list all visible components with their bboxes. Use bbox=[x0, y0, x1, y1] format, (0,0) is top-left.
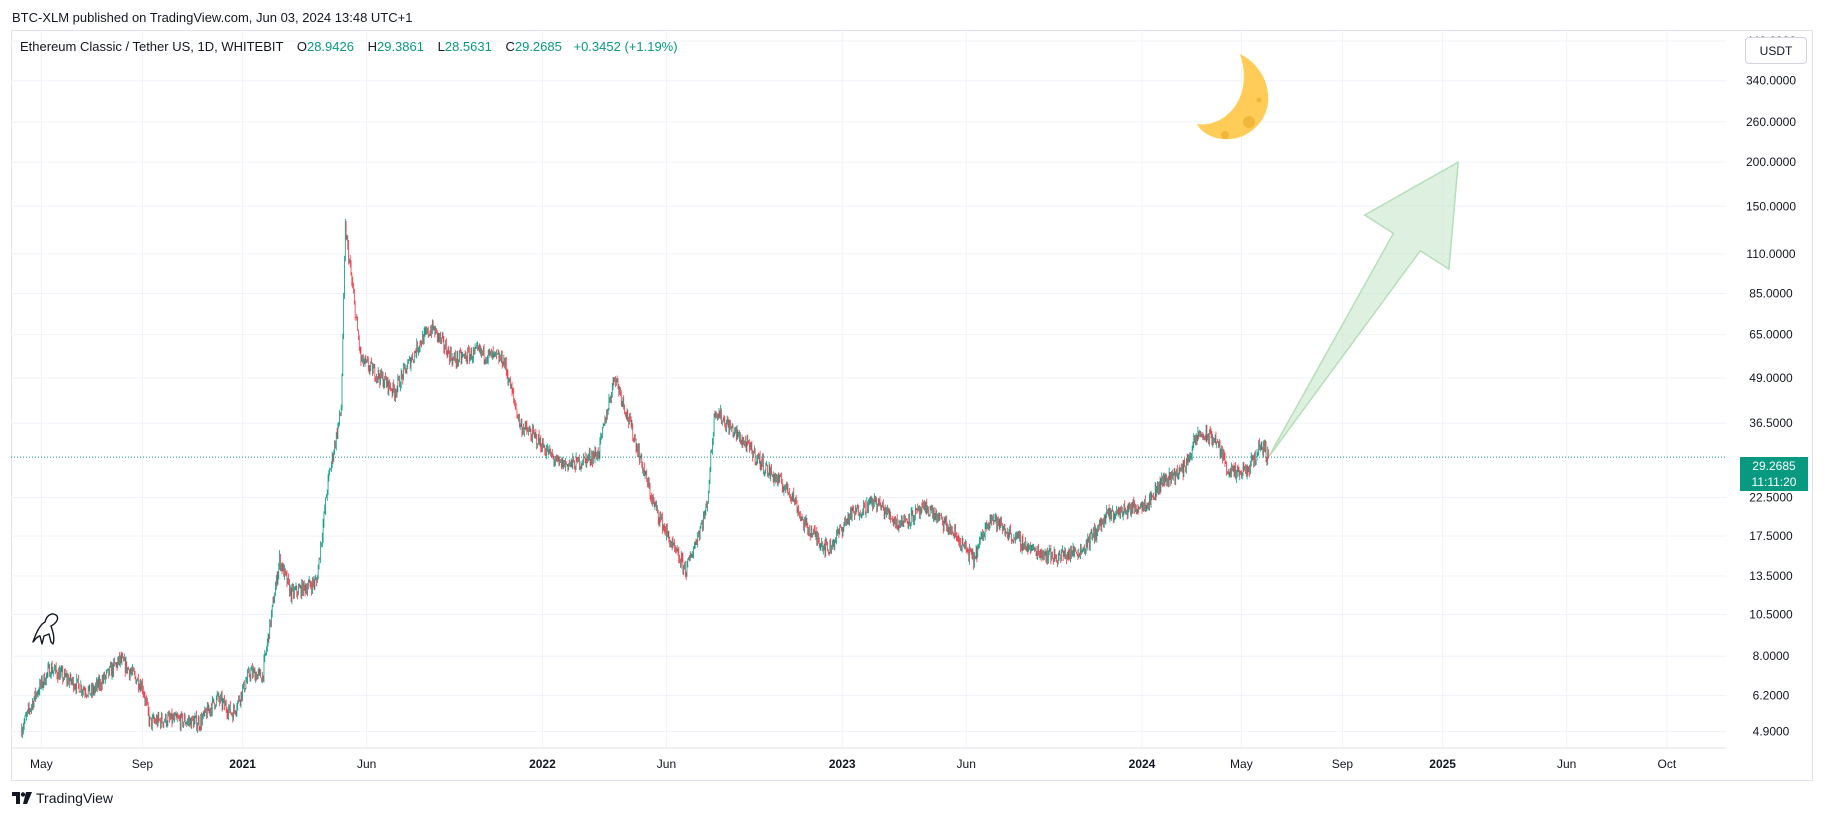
crescent-moon-icon bbox=[1197, 54, 1269, 140]
close-value: 29.2685 bbox=[514, 39, 562, 54]
price-axis: 440.0000340.0000260.0000200.0000150.0000… bbox=[1746, 34, 1796, 738]
price-tick-label: 4.9000 bbox=[1753, 724, 1790, 738]
time-tick-label: 2022 bbox=[529, 757, 556, 771]
time-tick-label: Jun bbox=[957, 757, 976, 771]
price-tick-label: 36.5000 bbox=[1749, 416, 1793, 430]
time-tick-label: 2023 bbox=[829, 757, 856, 771]
price-tick-label: 85.0000 bbox=[1749, 286, 1793, 300]
high-value: 29.3861 bbox=[376, 39, 424, 54]
time-tick-label: Jun bbox=[1557, 757, 1576, 771]
open-label: O bbox=[296, 39, 307, 54]
time-tick-label: May bbox=[1230, 757, 1253, 771]
price-tick-label: 110.0000 bbox=[1746, 247, 1795, 261]
moon-crater bbox=[1221, 131, 1229, 139]
time-tick-label: Sep bbox=[132, 757, 154, 771]
moon-shape bbox=[1197, 54, 1269, 140]
last-price-value: 29.2685 bbox=[1752, 459, 1796, 473]
time-axis: May Sep 2021 Jun 2022 Jun 2023 Jun 2024 May Sep 202… bbox=[30, 757, 1677, 771]
change-value: +0.3452 (+1.19%) bbox=[573, 39, 678, 54]
moon-crater bbox=[1256, 97, 1262, 103]
tradingview-logo-icon bbox=[12, 792, 32, 804]
time-tick-label: 2025 bbox=[1429, 757, 1456, 771]
grid-lines bbox=[11, 30, 1726, 749]
candles bbox=[21, 218, 1269, 739]
price-tick-label: 65.0000 bbox=[1749, 328, 1793, 342]
time-tick-label: 2024 bbox=[1129, 757, 1156, 771]
price-tick-label: 17.5000 bbox=[1749, 529, 1793, 543]
moon-crater bbox=[1243, 116, 1255, 128]
price-tick-label: 200.0000 bbox=[1746, 155, 1796, 169]
low-value: 28.5631 bbox=[444, 39, 492, 54]
chart-area[interactable]: 440.0000340.0000260.0000200.0000150.0000… bbox=[11, 30, 1813, 781]
price-tick-label: 49.0000 bbox=[1749, 371, 1793, 385]
time-tick-label: Jun bbox=[357, 757, 376, 771]
price-tick-label: 22.5000 bbox=[1749, 491, 1793, 505]
up-arrow-drawing bbox=[1267, 160, 1460, 458]
time-tick-label: May bbox=[30, 757, 53, 771]
time-tick-label: 2021 bbox=[229, 757, 256, 771]
price-tick-label: 260.0000 bbox=[1746, 115, 1796, 129]
dinosaur-icon bbox=[32, 613, 59, 645]
open-value: 28.9426 bbox=[306, 39, 354, 54]
price-tick-label: 340.0000 bbox=[1746, 74, 1796, 88]
time-tick-label: Oct bbox=[1658, 757, 1677, 771]
publish-line: BTC-XLM published on TradingView.com, Ju… bbox=[12, 10, 413, 25]
dinosaur-shape bbox=[32, 613, 59, 645]
chart-frame[interactable] bbox=[11, 30, 1813, 781]
countdown-timer: 11:11:20 bbox=[1751, 475, 1797, 489]
chart-legend: Ethereum Classic / Tether US, 1D, WHITEB… bbox=[20, 39, 678, 54]
low-label: L bbox=[437, 39, 445, 54]
high-label: H bbox=[367, 39, 377, 54]
brand-name: TradingView bbox=[36, 790, 114, 806]
price-tick-label: 8.0000 bbox=[1753, 649, 1790, 663]
last-price-tag: 29.2685 11:11:20 bbox=[1740, 457, 1808, 491]
time-tick-label: Sep bbox=[1332, 757, 1354, 771]
price-tick-label: 10.5000 bbox=[1749, 607, 1793, 621]
tradingview-logo[interactable]: TradingView bbox=[12, 790, 113, 806]
symbol-title: Ethereum Classic / Tether US, 1D, WHITEB… bbox=[20, 39, 284, 54]
close-label: C bbox=[505, 39, 515, 54]
currency-button[interactable]: USDT bbox=[1745, 37, 1807, 64]
price-tick-label: 13.5000 bbox=[1749, 569, 1793, 583]
up-arrow-shape bbox=[1267, 160, 1460, 458]
price-tick-label: 150.0000 bbox=[1746, 199, 1796, 213]
time-tick-label: Jun bbox=[657, 757, 676, 771]
price-tick-label: 6.2000 bbox=[1753, 688, 1790, 702]
